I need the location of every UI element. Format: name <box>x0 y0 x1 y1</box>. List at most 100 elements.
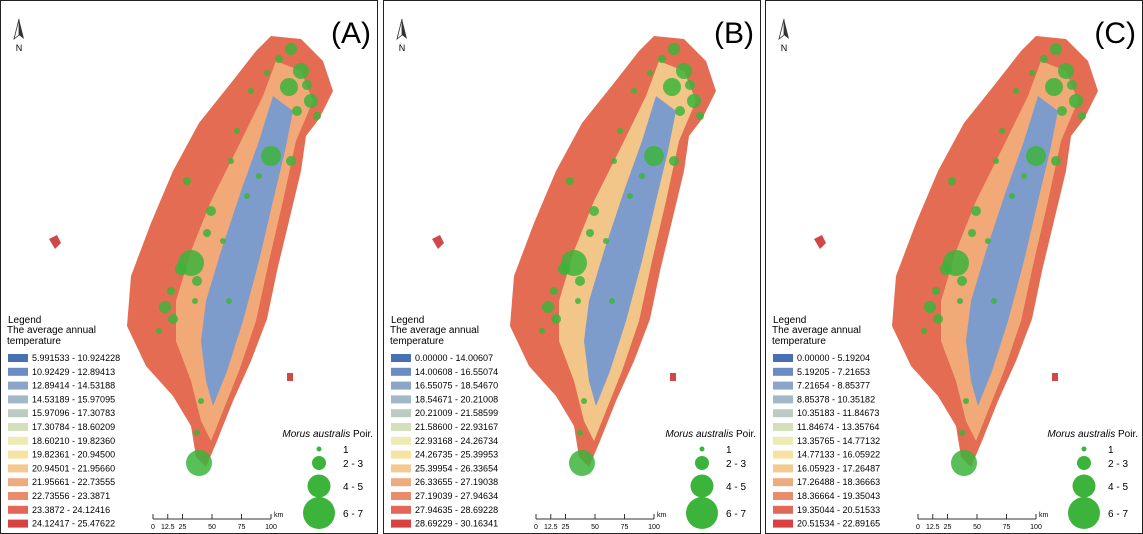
occurrence <box>687 94 701 108</box>
legend-label: 18.60210 - 19.82360 <box>32 436 115 446</box>
legend-label: 22.93168 - 24.26734 <box>415 436 498 446</box>
species-label: Morus australis Poir. <box>665 429 756 440</box>
species-name: Morus australis <box>282 429 350 440</box>
species-author: Poir. <box>353 429 373 440</box>
legend-swatch <box>391 450 411 459</box>
legend-label: 10.92429 - 12.89413 <box>32 367 115 377</box>
legend-title: Legend <box>391 315 424 326</box>
occurrence <box>1021 173 1027 179</box>
occurrence <box>631 88 637 94</box>
scale-tick-label: 100 <box>648 524 660 531</box>
legend-swatch <box>773 505 793 514</box>
occurrence <box>1069 94 1083 108</box>
occurrence <box>280 78 298 96</box>
map-panel: (A) N Legend The average annual temperature… <box>0 0 378 534</box>
occurrence <box>1013 88 1019 94</box>
legend-swatch <box>8 464 28 473</box>
occurrence <box>676 63 692 79</box>
occurrence <box>1051 156 1061 166</box>
highland <box>584 96 676 406</box>
occurrence <box>244 193 250 199</box>
occurrence <box>248 88 254 94</box>
occurrence <box>183 177 191 185</box>
legend-label: 17.30784 - 18.60209 <box>32 422 115 432</box>
occurrence <box>1026 146 1046 166</box>
scale-tick-label: 25 <box>944 524 952 531</box>
scale-tick-label: 12.5 <box>161 524 175 531</box>
scale-tick-label: 75 <box>1003 524 1011 531</box>
occurrence <box>550 287 558 295</box>
occurrence <box>933 314 943 324</box>
occurrence <box>696 112 704 120</box>
size-symbol <box>1072 474 1096 498</box>
legend-swatch <box>773 519 793 528</box>
occurrence <box>611 158 617 164</box>
legend-label: 5.19205 - 7.21653 <box>797 367 870 377</box>
occurrence <box>1057 106 1067 116</box>
legend-swatch <box>773 464 793 473</box>
size-label: 6 - 7 <box>726 509 746 520</box>
legend-label: 20.51534 - 22.89165 <box>797 519 880 529</box>
legend-label: 16.55075 - 18.54670 <box>415 381 498 391</box>
legend-label: 5.991533 - 10.924228 <box>32 353 120 363</box>
north-arrow-half <box>784 19 789 39</box>
occurrence <box>999 128 1005 134</box>
legend-title: Legend <box>773 315 806 326</box>
legend-label: 7.21654 - 8.85377 <box>797 381 870 391</box>
legend-label: 0.00000 - 14.00607 <box>415 353 493 363</box>
legend-label: 15.97096 - 17.30783 <box>32 408 115 418</box>
legend-swatch <box>8 423 28 431</box>
occurrence <box>948 177 956 185</box>
size-symbol <box>1068 497 1100 529</box>
legend-swatch <box>773 395 793 404</box>
legend-swatch <box>391 492 411 500</box>
occurrence <box>175 263 187 275</box>
legend-swatch <box>8 395 28 404</box>
legend-swatch <box>391 436 411 445</box>
size-label: 2 - 3 <box>343 459 363 470</box>
legend-subtitle: The average annual temperature <box>772 325 861 347</box>
occurrence <box>586 229 594 237</box>
scale-unit: km <box>657 512 667 519</box>
scale-tick-label: 50 <box>973 524 981 531</box>
occurrence <box>198 398 204 404</box>
occurrence <box>159 301 171 313</box>
legend-label: 19.35044 - 20.51533 <box>797 505 880 515</box>
legend-label: 11.84674 - 13.35764 <box>797 422 879 432</box>
occurrence <box>940 263 952 275</box>
legend-swatch <box>8 409 28 418</box>
legend-swatch <box>8 381 28 390</box>
occurrence <box>963 398 969 404</box>
scale-tick-label: 12.5 <box>544 524 558 531</box>
species-author: Poir. <box>1118 429 1138 440</box>
occurrence <box>293 63 309 79</box>
occurrence <box>264 70 270 76</box>
occurrence <box>558 263 570 275</box>
legend-label: 20.94501 - 21.95660 <box>32 463 115 473</box>
occurrence <box>609 298 615 304</box>
occurrence <box>542 301 554 313</box>
occurrence <box>627 193 633 199</box>
scale-tick-label: 100 <box>1030 524 1042 531</box>
size-symbol <box>1081 446 1087 452</box>
scale-tick-label: 50 <box>208 524 216 531</box>
occurrence <box>957 298 963 304</box>
north-label: N <box>399 43 406 53</box>
legend-subtitle: The average annual temperature <box>7 325 96 347</box>
legend-label: 26.33655 - 27.19038 <box>415 477 498 487</box>
occurrence <box>156 328 162 334</box>
legend-label: 14.00608 - 16.55074 <box>415 367 498 377</box>
occurrence <box>668 43 680 55</box>
legend-label: 14.77133 - 16.05922 <box>797 450 880 460</box>
size-label: 4 - 5 <box>1108 482 1128 493</box>
legend-label: 10.35183 - 11.84673 <box>797 408 879 418</box>
scale-tick-label: 25 <box>179 524 187 531</box>
scale-tick-label: 50 <box>591 524 599 531</box>
occurrence <box>539 328 545 334</box>
occurrence <box>168 314 178 324</box>
north-label: N <box>781 43 788 53</box>
occurrence <box>577 430 583 436</box>
legend-swatch <box>773 423 793 431</box>
